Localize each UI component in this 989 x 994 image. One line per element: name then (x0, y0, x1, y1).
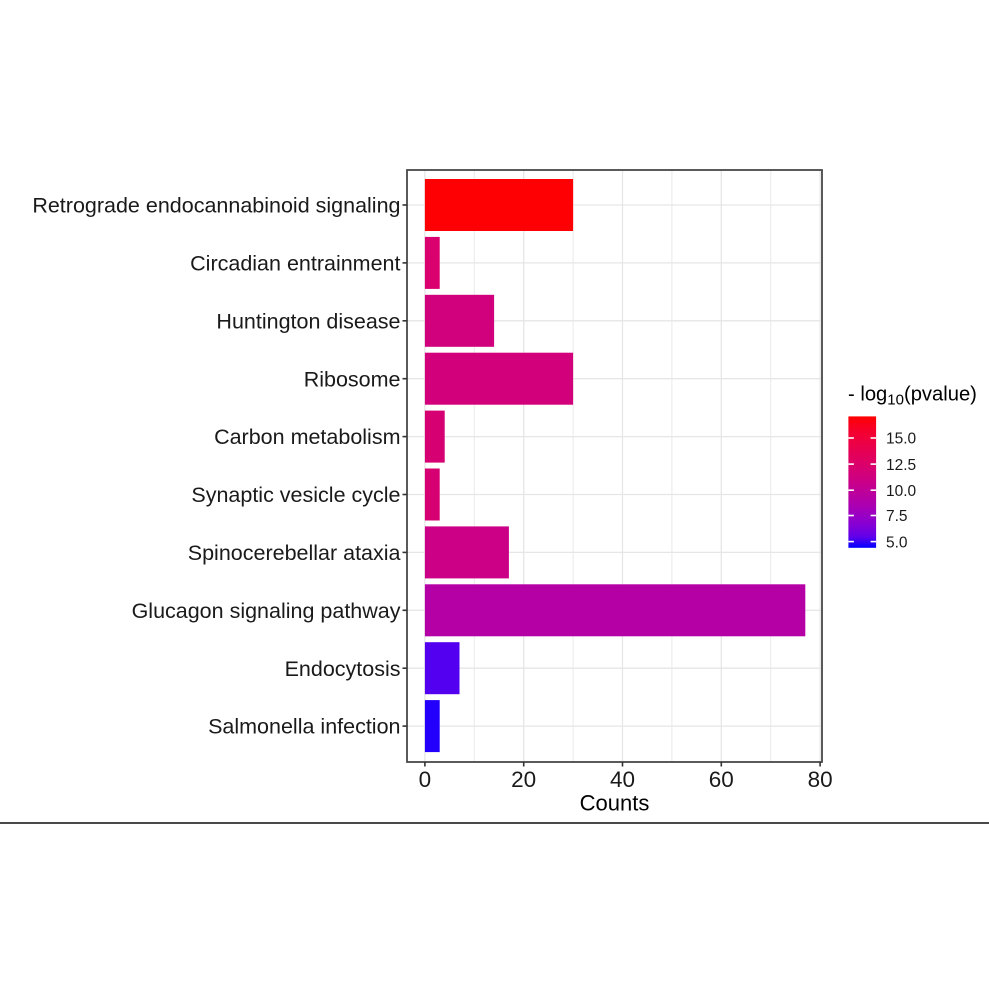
svg-text:80: 80 (808, 767, 833, 792)
svg-text:15.0: 15.0 (886, 431, 917, 448)
svg-text:Salmonella infection: Salmonella infection (208, 715, 400, 739)
svg-text:60: 60 (709, 767, 734, 792)
svg-text:Carbon metabolism: Carbon metabolism (214, 425, 400, 449)
svg-text:Huntington disease: Huntington disease (216, 309, 400, 333)
svg-text:0: 0 (419, 767, 432, 792)
svg-text:12.5: 12.5 (886, 457, 916, 474)
svg-text:5.0: 5.0 (886, 534, 908, 551)
svg-text:40: 40 (610, 767, 635, 792)
svg-text:Spinocerebellar ataxia: Spinocerebellar ataxia (188, 541, 401, 565)
svg-text:Glucagon signaling pathway: Glucagon signaling pathway (132, 599, 401, 623)
svg-text:Ribosome: Ribosome (304, 367, 401, 391)
svg-text:Circadian entrainment: Circadian entrainment (190, 252, 400, 276)
svg-text:- log10(pvalue): - log10(pvalue) (848, 384, 977, 409)
svg-text:10.0: 10.0 (886, 483, 917, 500)
svg-text:20: 20 (511, 767, 536, 792)
svg-text:Synaptic vesicle cycle: Synaptic vesicle cycle (191, 483, 400, 507)
svg-text:Endocytosis: Endocytosis (285, 657, 401, 681)
svg-text:Counts: Counts (580, 791, 650, 816)
svg-text:Retrograde endocannabinoid sig: Retrograde endocannabinoid signaling (32, 194, 400, 218)
svg-text:7.5: 7.5 (886, 508, 908, 525)
